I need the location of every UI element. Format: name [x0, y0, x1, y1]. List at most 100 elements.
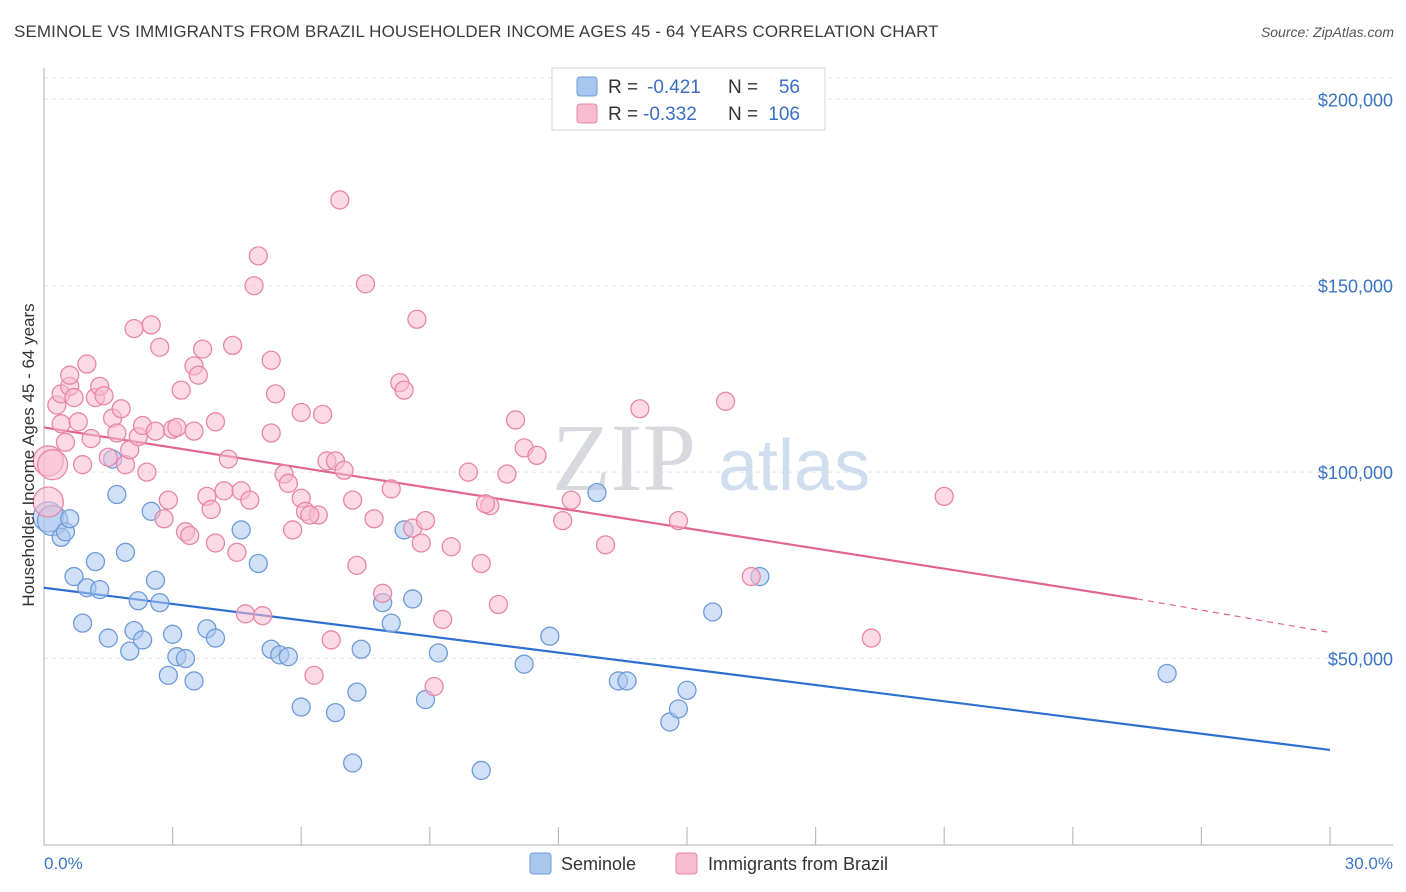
- seminole-point-6: [72, 613, 93, 633]
- brazil-point-30: [154, 509, 174, 529]
- legend-label-brazil: Immigrants from Brazil: [708, 854, 888, 874]
- y-tick-label-2: $150,000: [1318, 277, 1393, 297]
- legend-swatch-brazil: [675, 852, 698, 875]
- brazil-point-86: [458, 462, 479, 482]
- brazil-point-27: [141, 315, 161, 335]
- seminole-point-5: [64, 566, 84, 587]
- seminole-point-52: [677, 680, 697, 700]
- brazil-point-49: [235, 604, 256, 624]
- seminole-point-37: [351, 639, 371, 659]
- brazil-point-71: [342, 490, 363, 510]
- seminole-point-20: [150, 592, 170, 613]
- brazil-point-56: [265, 384, 286, 404]
- brazil-point-99: [715, 391, 736, 411]
- stats-n-value-2: 106: [768, 104, 800, 125]
- brazil-point-19: [107, 423, 127, 443]
- seminole-point-32: [278, 647, 298, 667]
- brazil-point-61: [291, 402, 311, 423]
- brazil-point-90: [497, 464, 517, 484]
- brazil-point-33: [167, 417, 187, 438]
- seminole-point-29: [248, 553, 268, 574]
- stats-swatch-seminole: [576, 76, 598, 97]
- seminole-point-35: [342, 753, 363, 773]
- brazil-point-84: [433, 609, 453, 630]
- brazil-point-50: [240, 490, 260, 510]
- brazil-point-58: [278, 473, 298, 493]
- seminole-point-49: [617, 671, 637, 691]
- seminole-point-51: [668, 699, 689, 719]
- brazil-point-29: [150, 337, 170, 357]
- brazil-point-75: [372, 583, 393, 603]
- brazil-point-98: [668, 510, 689, 531]
- brazil-point-16: [94, 386, 114, 406]
- brazil-point-76: [381, 479, 401, 499]
- seminole-point-53: [703, 602, 723, 622]
- brazil-point-70: [334, 460, 354, 480]
- brazil-point-45: [218, 449, 238, 469]
- brazil-point-47: [227, 542, 247, 562]
- watermark-atlas: atlas: [718, 426, 870, 506]
- stats-n-label-1: N =: [728, 77, 758, 98]
- brazil-point-42: [205, 412, 226, 432]
- stats-n-value-1: 56: [779, 77, 800, 98]
- brazil-point-37: [184, 421, 204, 441]
- brazil-point-44: [214, 481, 234, 501]
- brazil-point-74: [364, 509, 384, 529]
- brazil-point-105: [201, 499, 221, 520]
- y-tick-label-0: $50,000: [1328, 650, 1393, 670]
- brazil-point-65: [312, 404, 333, 425]
- stats-r-label-1: R =: [608, 77, 638, 98]
- axes: [43, 68, 1393, 846]
- brazil-point-82: [415, 510, 436, 531]
- brazil-point-8: [60, 365, 80, 385]
- seminole-point-33: [291, 697, 311, 717]
- brazil-point-55: [261, 423, 281, 443]
- brazil-point-6: [55, 432, 76, 452]
- brazil-point-20: [111, 399, 131, 419]
- brazil-point-94: [553, 510, 573, 531]
- seminole-point-25: [184, 671, 204, 691]
- seminole-point-21: [158, 665, 178, 685]
- legend: Seminole Immigrants from Brazil: [529, 852, 888, 875]
- gridlines: [44, 77, 1393, 660]
- brazil-point-34: [171, 380, 191, 400]
- seminole-point-14: [120, 641, 140, 661]
- stats-r-value-1: -0.421: [647, 77, 701, 98]
- brazil-point-63: [304, 665, 324, 685]
- seminole-point-47: [587, 482, 607, 503]
- brazil-point-81: [411, 533, 431, 553]
- stats-n-label-2: N =: [728, 104, 758, 125]
- brazil-point-39: [188, 365, 208, 385]
- seminole-point-39: [381, 613, 401, 633]
- seminole-point-17: [132, 630, 153, 650]
- y-tick-labels: $50,000 $100,000 $150,000 $200,000: [1318, 90, 1393, 669]
- seminole-point-45: [514, 654, 534, 674]
- brazil-point-40: [192, 339, 213, 359]
- brazil-point-103: [475, 494, 496, 514]
- seminole-point-27: [205, 628, 226, 648]
- seminole-point-43: [428, 643, 449, 663]
- brazil-point-80: [407, 309, 427, 329]
- seminole-point-16: [128, 591, 148, 611]
- stats-swatch-brazil: [576, 103, 598, 124]
- brazil-point-96: [595, 535, 616, 555]
- seminole-point-12: [107, 484, 127, 505]
- brazil-point-69: [330, 190, 350, 210]
- brazil-point-46: [222, 335, 243, 356]
- brazil-point-85: [441, 537, 461, 557]
- seminole-point-41: [403, 589, 423, 609]
- seminole-point-19: [145, 570, 166, 590]
- brazil-point-52: [248, 246, 268, 266]
- brazil-point-89: [488, 594, 509, 615]
- seminole-point-22: [162, 624, 183, 644]
- seminole-point-44: [471, 760, 491, 781]
- trend-line-brazil-extension: [1136, 598, 1331, 634]
- brazil-point-43: [205, 533, 226, 553]
- brazil-point-101: [861, 628, 881, 648]
- stats-r-value-2: -0.332: [643, 104, 697, 125]
- brazil-point-51: [244, 276, 264, 296]
- seminole-point-46: [540, 626, 560, 646]
- brazil-point-26: [137, 462, 157, 482]
- brazil-point-10: [68, 412, 88, 432]
- seminole-point-13: [115, 542, 136, 562]
